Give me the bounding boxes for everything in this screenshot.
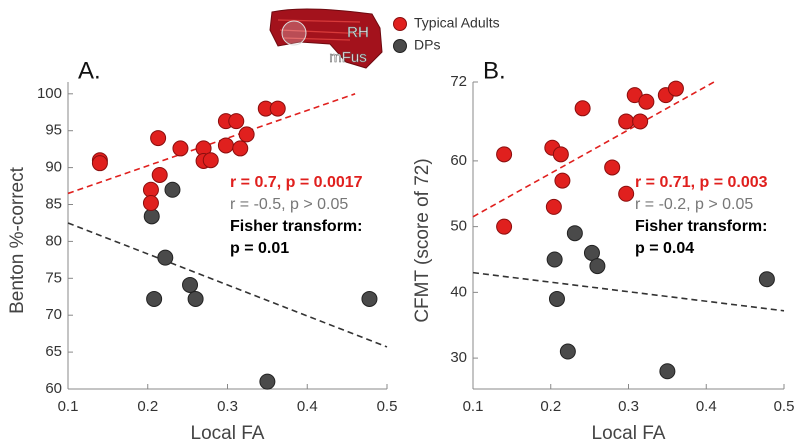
x-tick-label: 0.5 bbox=[377, 398, 398, 415]
x-tick-label: 0.3 bbox=[217, 398, 238, 415]
point bbox=[566, 225, 583, 242]
y-tick-label: 40 bbox=[450, 283, 467, 300]
point bbox=[552, 146, 569, 163]
brain-tract bbox=[269, 8, 383, 69]
x-axis-label: Local FA bbox=[191, 423, 265, 444]
point bbox=[238, 126, 255, 143]
point bbox=[182, 276, 199, 293]
point bbox=[548, 290, 565, 307]
legend: Typical Adults DPs bbox=[393, 15, 500, 53]
point bbox=[217, 137, 234, 154]
trend-line bbox=[67, 93, 356, 195]
brain-roi bbox=[281, 20, 307, 46]
point bbox=[150, 130, 167, 147]
point bbox=[496, 146, 513, 163]
y-tick-label: 70 bbox=[45, 306, 62, 323]
brain-label: RH bbox=[347, 24, 369, 41]
point bbox=[151, 166, 168, 183]
y-tick-label: 60 bbox=[45, 380, 62, 397]
trend-line bbox=[67, 222, 388, 348]
point bbox=[142, 181, 159, 198]
x-axis-label: Local FA bbox=[592, 423, 666, 444]
point bbox=[91, 155, 108, 172]
x-tick-label: 0.5 bbox=[774, 398, 795, 415]
point bbox=[202, 152, 219, 169]
point bbox=[559, 343, 576, 360]
point bbox=[604, 159, 621, 176]
point bbox=[758, 271, 775, 288]
annotation: r = 0.7, p = 0.0017 bbox=[230, 174, 363, 191]
legend-label: DPs bbox=[414, 37, 440, 53]
point bbox=[232, 140, 249, 157]
y-tick-label: 75 bbox=[45, 269, 62, 286]
y-tick-label: 50 bbox=[450, 218, 467, 235]
point bbox=[157, 249, 174, 266]
point bbox=[618, 185, 635, 202]
legend-marker bbox=[393, 39, 407, 53]
panel: 60 65 70 75 80 85 90 95 100 0.1 0.2 0.3 0.4 0.5 Local … bbox=[7, 57, 397, 444]
panel-label: B. bbox=[483, 57, 506, 84]
point bbox=[146, 290, 163, 307]
brain-fibers bbox=[277, 19, 369, 41]
point bbox=[187, 290, 204, 307]
y-tick-label: 95 bbox=[45, 122, 62, 139]
legend-marker bbox=[393, 17, 407, 31]
annotation: p = 0.04 bbox=[635, 240, 694, 257]
annotation: r = 0.71, p = 0.003 bbox=[635, 174, 768, 191]
point bbox=[142, 195, 159, 212]
annotation: Fisher transform: bbox=[635, 218, 767, 235]
annotation: r = -0.5, p > 0.05 bbox=[230, 196, 348, 213]
annotation: r = -0.2, p > 0.05 bbox=[635, 196, 753, 213]
point bbox=[589, 258, 606, 275]
y-tick-label: 60 bbox=[450, 152, 467, 169]
annotation: Fisher transform: bbox=[230, 218, 362, 235]
y-tick-label: 72 bbox=[450, 73, 467, 90]
y-tick-label: 65 bbox=[45, 343, 62, 360]
brain-image: RH mFus bbox=[269, 8, 383, 69]
x-tick-label: 0.3 bbox=[618, 398, 639, 415]
point bbox=[496, 218, 513, 235]
point bbox=[361, 290, 378, 307]
point bbox=[143, 208, 160, 225]
point bbox=[269, 100, 286, 117]
point bbox=[667, 80, 684, 97]
point bbox=[618, 113, 635, 130]
point bbox=[259, 373, 276, 390]
point bbox=[632, 113, 649, 130]
trend-line bbox=[472, 81, 715, 218]
y-tick-label: 90 bbox=[45, 159, 62, 176]
point bbox=[659, 363, 676, 380]
annotation: p = 0.01 bbox=[230, 240, 289, 257]
y-tick-label: 80 bbox=[45, 232, 62, 249]
panel-label: A. bbox=[78, 57, 101, 84]
y-tick-label: 85 bbox=[45, 195, 62, 212]
y-axis-label: Benton %-correct bbox=[7, 166, 28, 314]
x-tick-label: 0.1 bbox=[58, 398, 79, 415]
x-tick-label: 0.4 bbox=[696, 398, 717, 415]
y-tick-label: 100 bbox=[37, 85, 62, 102]
point bbox=[545, 198, 562, 215]
point bbox=[228, 113, 245, 130]
point bbox=[172, 140, 189, 157]
point bbox=[164, 181, 181, 198]
brain-label: mFus bbox=[329, 49, 367, 66]
legend-label: Typical Adults bbox=[414, 15, 500, 31]
point bbox=[574, 100, 591, 117]
point bbox=[546, 251, 563, 268]
panel: 30 40 50 60 72 0.1 0.2 0.3 0.4 0.5 Local FA CFMT (s… bbox=[412, 57, 794, 444]
x-tick-label: 0.4 bbox=[297, 398, 318, 415]
trend-line bbox=[472, 271, 785, 312]
point bbox=[638, 93, 655, 110]
y-tick-label: 30 bbox=[450, 349, 467, 366]
point bbox=[554, 172, 571, 189]
y-axis-label: CFMT (score of 72) bbox=[412, 158, 433, 322]
x-tick-label: 0.2 bbox=[137, 398, 158, 415]
x-tick-label: 0.1 bbox=[463, 398, 484, 415]
x-tick-label: 0.2 bbox=[540, 398, 561, 415]
